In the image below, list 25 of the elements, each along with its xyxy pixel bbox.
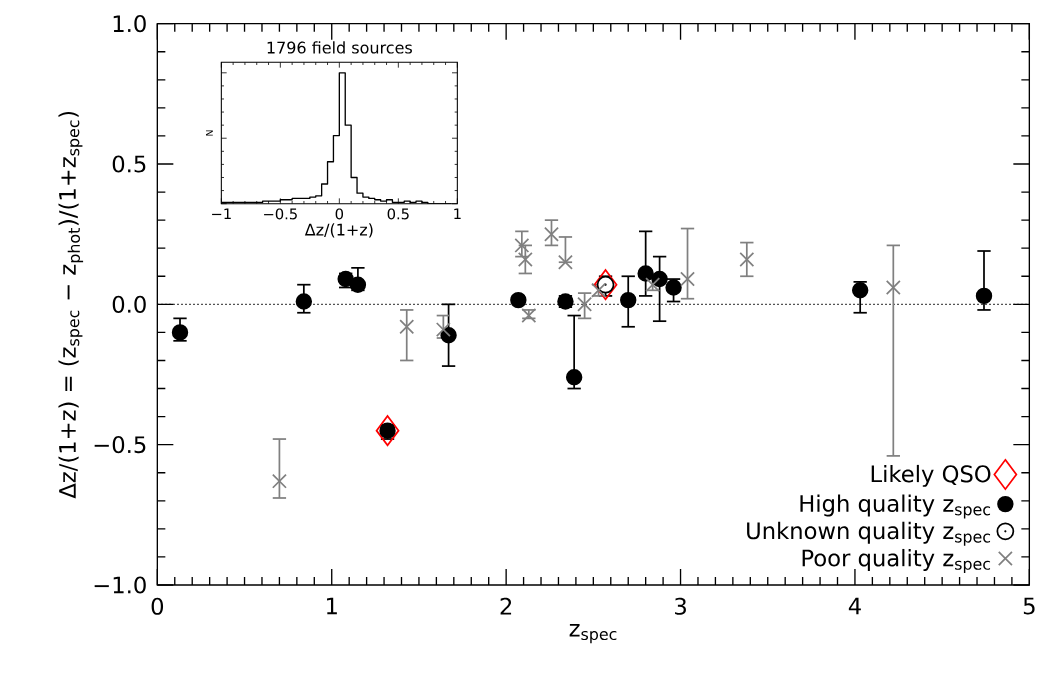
x-tick-label: 0 [151, 597, 164, 615]
x-tick-label: 4 [848, 597, 861, 615]
y-tick-label: 1.0 [113, 15, 146, 33]
x-tick-label: 0 [335, 208, 344, 220]
x-axis-title: Δz/(1+z) [304, 223, 373, 238]
x-tick-label: 0.5 [387, 208, 409, 220]
x-tick-label: −0.5 [264, 208, 297, 220]
chart-title: 1796 field sources [267, 41, 412, 54]
legend-label: Poor quality z$_{spec}$ [802, 548, 991, 573]
x-tick-label: 1 [454, 208, 461, 220]
x-tick-label: −1 [212, 208, 231, 220]
y-axis-title: Δz/(1+z) = (z$_{spec}$ − z$_{phot}$)/(1+z$_{spec}$) [58, 111, 84, 499]
y-tick-label: −0.5 [94, 436, 146, 454]
x-tick-label: 5 [1023, 597, 1035, 615]
x-tick-label: 2 [500, 597, 512, 615]
legend-label: High quality z$_{spec}$ [800, 494, 991, 519]
x-axis-title: z$_{spec}$ [569, 624, 617, 644]
y-axis-title: N [206, 130, 213, 136]
y-tick-label: −1.0 [94, 576, 146, 594]
x-tick-label: 1 [327, 597, 337, 615]
y-tick-label: 0.0 [112, 295, 146, 313]
y-tick-label: 0.5 [112, 155, 146, 173]
legend-label: Unknown quality z$_{spec}$ [747, 521, 991, 546]
legend-label: Likely QSO [871, 464, 991, 487]
x-tick-label: 3 [675, 597, 686, 615]
